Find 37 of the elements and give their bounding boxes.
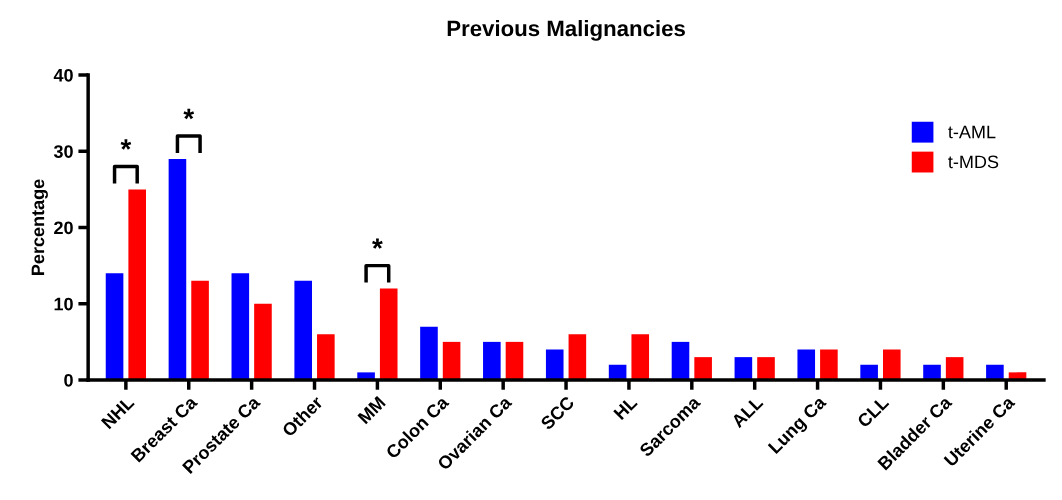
annotation: *: [372, 238, 383, 249]
bar: [820, 349, 838, 380]
x-tick-label: HL: [613, 395, 638, 420]
bar: [757, 357, 775, 380]
bar: [231, 273, 250, 380]
bar: [191, 280, 209, 380]
bar: [483, 341, 501, 380]
bar: [797, 349, 816, 380]
bar: [505, 341, 524, 380]
bar: [168, 158, 187, 380]
bar: [254, 303, 272, 380]
bar: [545, 349, 564, 380]
bar: [568, 334, 587, 380]
y-tick-label: 10: [54, 297, 73, 311]
y-tick-label: 20: [54, 221, 73, 235]
annotation: *: [183, 108, 195, 120]
bar: [317, 334, 335, 380]
bar: [294, 280, 312, 380]
bar: [631, 334, 650, 380]
bar: [128, 189, 146, 380]
x-tick-label: MM: [357, 395, 386, 425]
x-tick-label: ALL: [730, 395, 764, 429]
y-axis-title: Percentage: [31, 179, 48, 275]
bar: [882, 349, 901, 380]
y-tick-label: 30: [53, 145, 73, 158]
bar: [694, 357, 712, 380]
annotation: *: [120, 139, 132, 150]
y-tick-label: 40: [53, 68, 73, 82]
legend-label: t-MDS: [948, 155, 999, 169]
bar: [442, 341, 461, 380]
bar: [671, 341, 690, 380]
legend-label: t-AML: [948, 125, 996, 139]
bar: [420, 326, 438, 380]
y-tick-label: 0: [64, 373, 73, 387]
chart-title: Previous Malignancies: [447, 20, 685, 41]
bar: [379, 288, 398, 380]
bar: [105, 273, 124, 380]
